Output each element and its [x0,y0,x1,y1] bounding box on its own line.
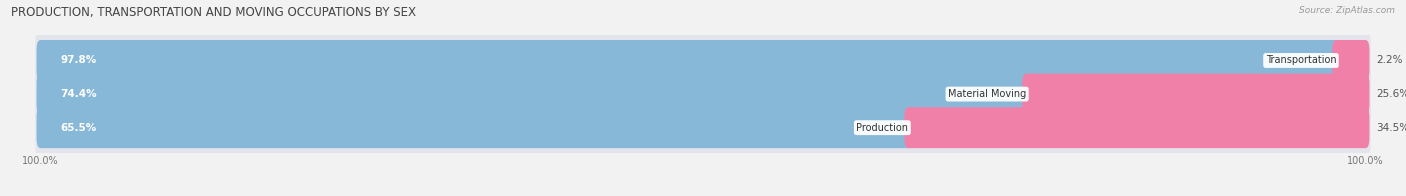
FancyBboxPatch shape [1022,74,1369,115]
FancyBboxPatch shape [37,40,1340,81]
Text: 34.5%: 34.5% [1376,123,1406,133]
Text: PRODUCTION, TRANSPORTATION AND MOVING OCCUPATIONS BY SEX: PRODUCTION, TRANSPORTATION AND MOVING OC… [11,6,416,19]
Text: Material Moving: Material Moving [948,89,1026,99]
Text: Transportation: Transportation [1265,55,1336,65]
Text: 2.2%: 2.2% [1376,55,1403,65]
FancyBboxPatch shape [37,74,1031,115]
Text: 65.5%: 65.5% [60,123,97,133]
FancyBboxPatch shape [37,107,912,148]
FancyBboxPatch shape [904,107,1369,148]
Text: 97.8%: 97.8% [60,55,97,65]
FancyBboxPatch shape [35,64,1371,124]
Text: Source: ZipAtlas.com: Source: ZipAtlas.com [1299,6,1395,15]
FancyBboxPatch shape [35,31,1371,90]
FancyBboxPatch shape [1333,40,1369,81]
FancyBboxPatch shape [35,98,1371,158]
Text: 25.6%: 25.6% [1376,89,1406,99]
Text: 74.4%: 74.4% [60,89,97,99]
Text: Production: Production [856,123,908,133]
